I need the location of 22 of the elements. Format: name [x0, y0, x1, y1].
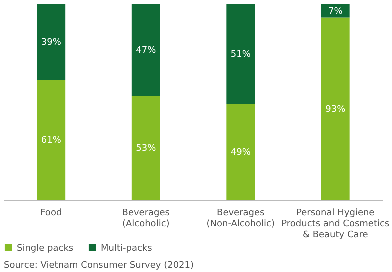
- data-label: 93%: [326, 104, 346, 115]
- bar: [37, 4, 66, 80]
- bar: [132, 96, 160, 200]
- bar: [226, 104, 256, 200]
- bar: [132, 4, 160, 96]
- x-tick-label: Food: [40, 208, 62, 218]
- data-label: 51%: [230, 50, 252, 60]
- x-tick-label: Beverages (Non-Alcoholic): [206, 208, 276, 230]
- data-label: 49%: [230, 148, 252, 158]
- data-label: 39%: [41, 38, 62, 48]
- data-label: 47%: [136, 46, 157, 56]
- x-tick-label: Personal Hygiene Products and Cosmetics & Beauty Care: [282, 208, 390, 240]
- legend-label: Single packs: [17, 244, 74, 254]
- data-label: 7%: [328, 6, 344, 17]
- bar: [226, 4, 256, 104]
- legend-label: Multi-packs: [101, 244, 153, 254]
- bar: [321, 18, 350, 200]
- source-note: Source: Vietnam Consumer Survey (2021): [4, 261, 194, 271]
- x-tick-label: Beverages (Alcoholic): [122, 208, 170, 230]
- data-label: 61%: [41, 136, 62, 146]
- data-label: 53%: [136, 144, 157, 154]
- bar: [37, 80, 66, 200]
